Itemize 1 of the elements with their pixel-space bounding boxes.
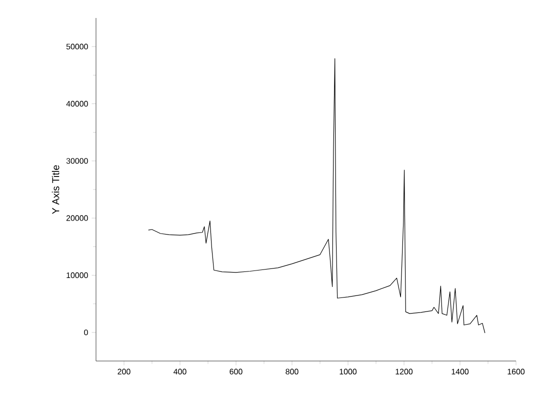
y-axis-title: Y Axis Title: [52, 165, 60, 214]
